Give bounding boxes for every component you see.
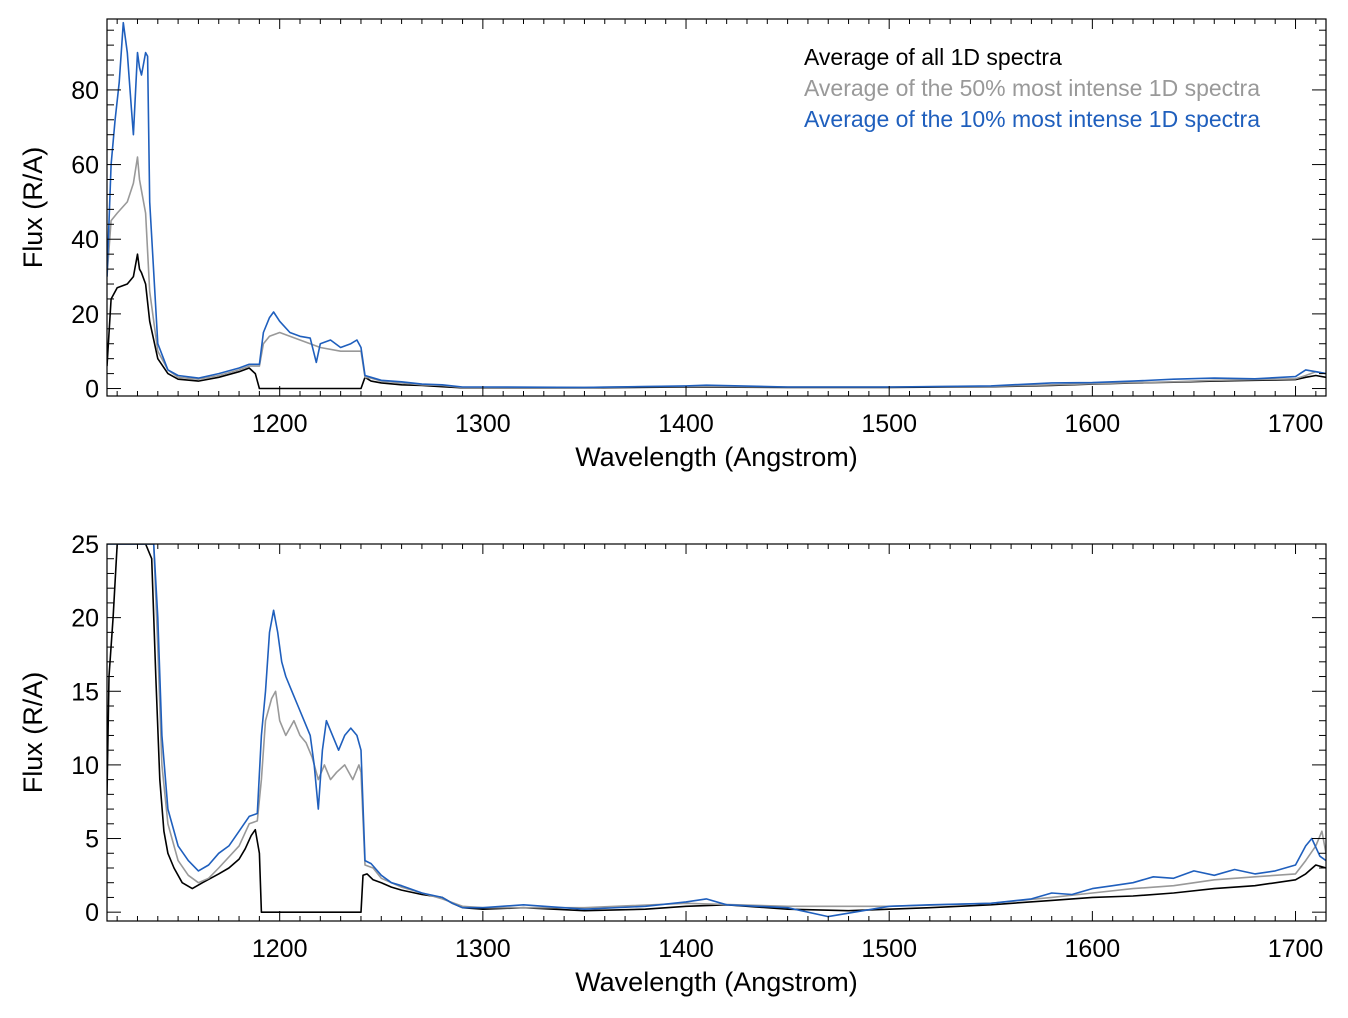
y-tick-label: 40 (71, 226, 99, 254)
x-tick-label: 1600 (1065, 935, 1121, 963)
series-group (107, 544, 1326, 918)
series-line-2 (107, 21, 1326, 389)
series-line-2 (107, 544, 1326, 918)
x-axis-label: Wavelength (Angstrom) (575, 967, 858, 997)
y-tick-label: 20 (71, 301, 99, 329)
x-tick-label: 1700 (1268, 935, 1324, 963)
series-line-1 (107, 544, 1326, 909)
bottom-panel: 1200 1300 1400 1500 1600 1700 0 5 10 15 20 25 Wavele… (18, 531, 1327, 997)
series-line-1 (107, 156, 1326, 389)
x-tick-label: 1300 (455, 935, 511, 963)
x-tick-label: 1400 (658, 410, 714, 438)
x-tick-label: 1300 (455, 410, 511, 438)
series-line-0 (107, 253, 1326, 390)
legend-entry-2: Average of the 10% most intense 1D spect… (804, 106, 1260, 132)
x-tick-label: 1700 (1268, 410, 1324, 438)
legend-entry-1: Average of the 50% most intense 1D spect… (804, 75, 1260, 101)
series-line-0 (107, 544, 1326, 913)
x-tick-label: 1200 (252, 410, 308, 438)
y-axis-label: Flux (R/A) (18, 672, 48, 794)
y-axis-label: Flux (R/A) (18, 147, 48, 269)
x-axis-label: Wavelength (Angstrom) (575, 442, 858, 472)
y-tick-label: 25 (71, 531, 99, 559)
x-tick-label: 1400 (658, 935, 714, 963)
y-tick-label: 80 (71, 77, 99, 105)
top-panel: 1200 1300 1400 1500 1600 1700 0 20 40 60 80 Wavelen… (18, 18, 1327, 472)
plot-frame (106, 18, 1327, 397)
y-tick-label: 0 (85, 899, 99, 927)
series-group (107, 21, 1326, 390)
legend-entry-0: Average of all 1D spectra (804, 44, 1062, 70)
x-tick-label: 1200 (252, 935, 308, 963)
y-tick-label: 0 (85, 376, 99, 404)
y-tick-label: 20 (71, 605, 99, 633)
legend: Average of all 1D spectra Average of the … (804, 44, 1260, 132)
x-tick-label: 1500 (861, 410, 917, 438)
y-tick-label: 60 (71, 152, 99, 180)
x-tick-label: 1500 (861, 935, 917, 963)
y-tick-label: 5 (85, 826, 99, 854)
y-tick-label: 10 (71, 752, 99, 780)
y-tick-label: 15 (71, 678, 99, 706)
plot-frame (106, 543, 1327, 922)
x-tick-label: 1600 (1065, 410, 1121, 438)
